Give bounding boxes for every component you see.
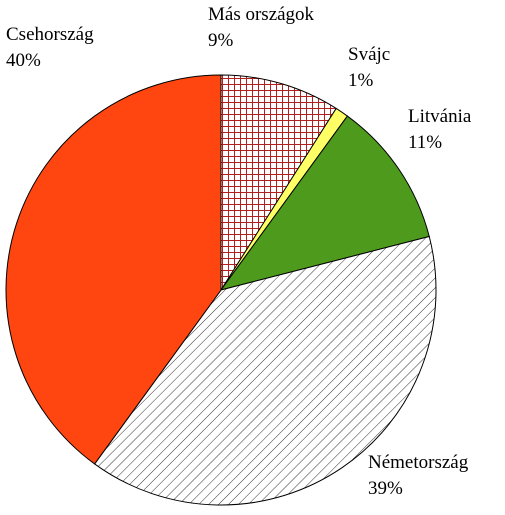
slice-label: Svájc: [348, 44, 390, 65]
pie-slice: [220, 74, 337, 292]
slice-value-label: 1%: [348, 70, 374, 91]
slice-label: Németország: [368, 452, 469, 473]
slice-value-label: 11%: [408, 132, 442, 153]
slice-value-label: 9%: [208, 30, 234, 51]
slice-label: Más országok: [208, 4, 315, 25]
slice-value-label: 40%: [6, 50, 41, 71]
pie-slice: [219, 115, 430, 291]
pie-slice: [5, 74, 222, 465]
slice-label: Csehország: [6, 24, 94, 45]
slice-value-label: 39%: [368, 478, 403, 499]
pie-slice: [93, 235, 437, 506]
slice-label: Litvánia: [408, 106, 472, 127]
